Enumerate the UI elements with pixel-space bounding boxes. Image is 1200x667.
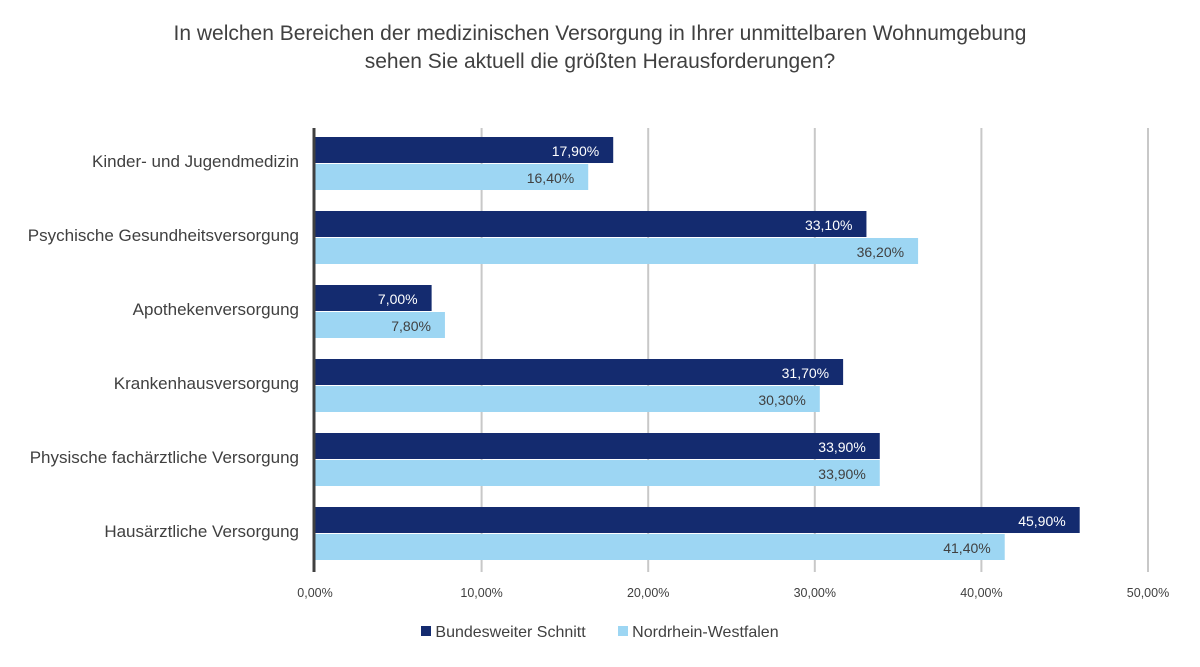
bars (315, 137, 1080, 560)
bar (315, 312, 445, 338)
x-tick-label: 20,00% (627, 586, 669, 600)
bar (315, 433, 880, 459)
category-label: Psychische Gesundheitsversorgung (28, 226, 299, 245)
x-tick-label: 30,00% (794, 586, 836, 600)
data-label: 30,30% (758, 392, 805, 408)
category-label: Krankenhausversorgung (114, 374, 299, 393)
bar (315, 534, 1005, 560)
data-label: 7,80% (391, 318, 431, 334)
data-label: 36,20% (857, 244, 904, 260)
data-label: 45,90% (1018, 513, 1065, 529)
value-labels: 17,90% 16,40% 33,10% 36,20% 7,00% 7,80% 31,70%… (378, 143, 1066, 556)
x-tick-label: 10,00% (460, 586, 502, 600)
bar (315, 238, 919, 264)
category-label: Hausärztliche Versorgung (104, 522, 299, 541)
bar (315, 164, 589, 190)
bar (315, 359, 844, 385)
bar (315, 507, 1080, 533)
category-label: Kinder- und Jugendmedizin (92, 152, 299, 171)
legend-swatch-nrw (618, 626, 629, 636)
data-label: 7,00% (378, 291, 418, 307)
legend-label-nrw: Nordrhein-Westfalen (632, 624, 779, 641)
data-label: 33,90% (818, 466, 865, 482)
chart-title-line-2: sehen Sie aktuell die größten Herausford… (364, 50, 836, 73)
legend-label-bundesweit: Bundesweiter Schnitt (435, 624, 586, 641)
data-label: 33,90% (818, 439, 865, 455)
bar (315, 460, 880, 486)
x-tick-labels: 0,00% 10,00% 20,00% 30,00% 40,00% 50,00% (297, 586, 1169, 600)
category-label: Apothekenversorgung (133, 300, 299, 319)
data-label: 31,70% (782, 365, 829, 381)
bar (315, 386, 820, 412)
chart-title-line-1: In welchen Bereichen der medizinischen V… (173, 22, 1027, 45)
bar (315, 211, 867, 237)
x-tick-label: 50,00% (1127, 586, 1169, 600)
legend: Bundesweiter Schnitt Nordrhein-Westfalen (0, 624, 1200, 642)
data-label: 16,40% (527, 170, 574, 186)
bar (315, 285, 432, 311)
data-label: 17,90% (552, 143, 599, 159)
gridlines (480, 128, 1149, 572)
data-label: 33,10% (805, 217, 852, 233)
legend-item-bundesweit: Bundesweiter Schnitt (421, 624, 586, 642)
bar-chart: 17,90% 16,40% 33,10% 36,20% 7,00% 7,80% 31,70%… (28, 128, 1169, 600)
legend-swatch-bundesweit (421, 626, 432, 636)
chart-title: In welchen Bereichen der medizinischen V… (0, 20, 1200, 76)
category-labels: Kinder- und Jugendmedizin Psychische Gesu… (28, 152, 299, 541)
x-tick-label: 40,00% (960, 586, 1002, 600)
category-label: Physische fachärztliche Versorgung (30, 448, 299, 467)
bar (315, 137, 614, 163)
x-tick-label: 0,00% (297, 586, 332, 600)
data-label: 41,40% (943, 540, 990, 556)
legend-item-nrw: Nordrhein-Westfalen (618, 624, 779, 642)
